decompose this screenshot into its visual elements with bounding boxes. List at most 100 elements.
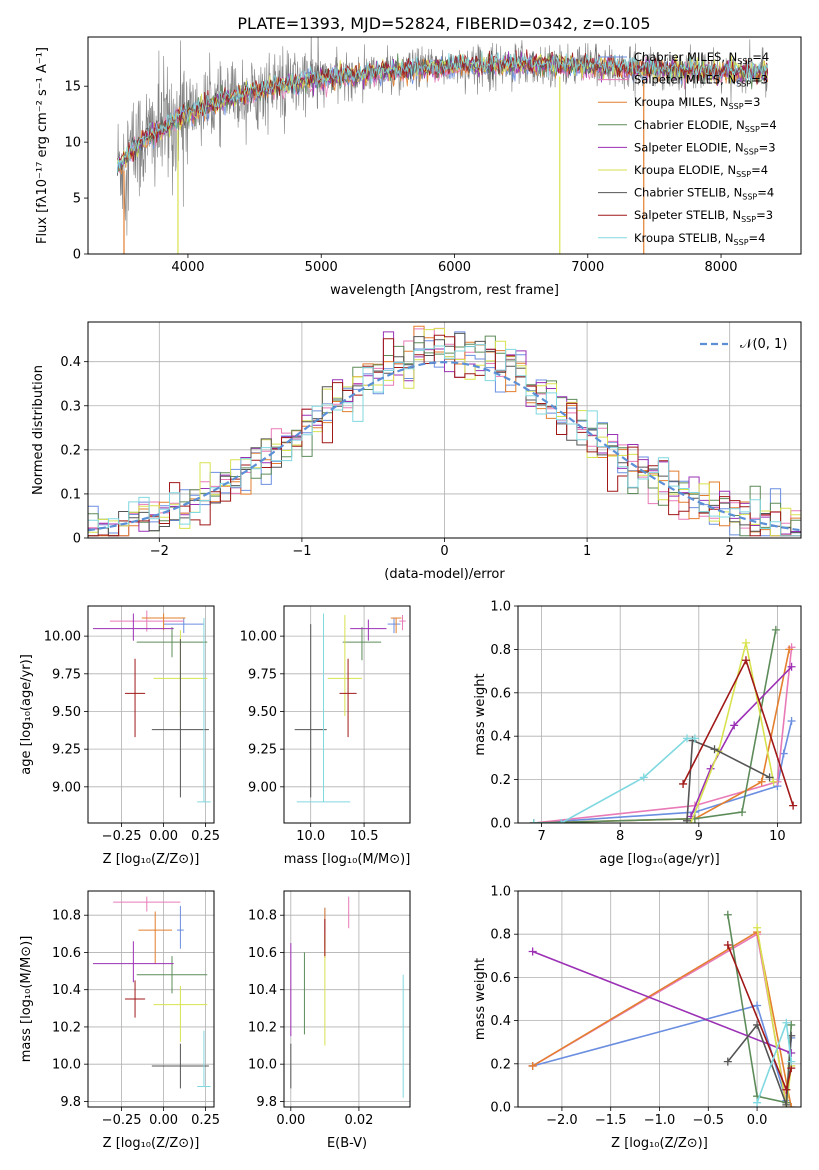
legend-label: Salpeter ELODIE, NSSP=3 (634, 140, 776, 156)
weight-marker (723, 910, 732, 919)
histogram-step (88, 344, 801, 537)
y-tick-label: 0.2 (490, 1057, 511, 1072)
legend-subscript: SSP (742, 193, 757, 202)
plot-area (116, 37, 769, 254)
y-tick-label: 9.50 (52, 705, 81, 720)
panel-age-vs-mass: 10.0 10.5 9.00 9.25 9.50 9.75 10.00 mass [log₁₀… (240, 605, 411, 867)
x-axis-label: mass [log₁₀(M/M⊙)] (284, 852, 411, 867)
x-tick-label: 0.00 (149, 1113, 178, 1128)
weight-marker (738, 808, 747, 817)
x-tick-label: −1.0 (644, 1113, 676, 1128)
legend-label: Kroupa ELODIE, NSSP=4 (634, 163, 768, 179)
legend-value: =4 (757, 186, 774, 200)
axes-frame (283, 605, 411, 824)
x-tick-label: 10.5 (350, 829, 379, 844)
y-tick-label: 10.0 (248, 1058, 277, 1073)
weight-marker (769, 777, 778, 786)
panel-age-vs-z: −0.25 0.00 0.25 9.00 9.25 9.50 9.75 10.00 Z [log… (19, 605, 220, 867)
x-tick-label: −0.25 (102, 1113, 142, 1128)
y-tick-label: 9.50 (248, 705, 277, 720)
weight-marker (782, 1018, 791, 1027)
y-axis-label: Normed distribution (31, 365, 46, 495)
axes-frame (87, 36, 802, 255)
normal-curve (88, 360, 801, 532)
y-tick-label: 10.8 (52, 909, 81, 924)
y-tick-label: 9.25 (248, 743, 277, 758)
histogram-step (88, 334, 801, 537)
weight-marker (785, 645, 794, 654)
x-axis-label: Z [log₁₀(Z/Z⊙)] (103, 852, 200, 867)
x-tick-label: 0.0 (747, 1113, 768, 1128)
x-tick-label: 6000 (438, 260, 471, 275)
x-tick-label: 7 (537, 829, 545, 844)
x-tick-label: −0.25 (102, 829, 142, 844)
x-tick-label: 7000 (571, 260, 604, 275)
y-tick-label: 0.3 (60, 399, 81, 414)
weight-line (690, 666, 793, 817)
weight-marker (753, 1098, 762, 1107)
x-tick-label: 1 (583, 544, 591, 559)
weight-marker (787, 1020, 796, 1029)
y-tick-label: 15 (64, 80, 81, 95)
panel-residuals: −2 −1 0 1 2 0 0.1 0.2 0.3 0.4 (data-model)/error No… (31, 321, 802, 582)
weight-line (533, 647, 793, 823)
y-tick-label: 0.8 (490, 928, 511, 943)
y-tick-label: 5 (73, 192, 81, 207)
y-tick-label: 0.8 (490, 643, 511, 658)
x-tick-label: −1 (292, 544, 311, 559)
y-tick-label: 9.75 (52, 667, 81, 682)
y-tick-label: 10.4 (52, 983, 81, 998)
weight-line (533, 629, 777, 823)
y-tick-label: 1.0 (490, 885, 511, 900)
y-tick-label: 0.2 (60, 443, 81, 458)
x-tick-label: 0.02 (344, 1113, 373, 1128)
weight-marker (771, 625, 780, 634)
legend-label: Salpeter STELIB, NSSP=3 (634, 208, 773, 224)
legend-label: Chabrier ELODIE, NSSP=4 (634, 118, 777, 134)
weight-line (727, 944, 792, 1093)
axes-frame (87, 605, 215, 824)
weight-line (690, 642, 775, 823)
axes-frame (87, 890, 215, 1108)
legend-subscript: SSP (737, 57, 752, 66)
y-tick-label: 0.4 (490, 730, 511, 745)
weight-marker (529, 819, 538, 823)
x-tick-label: 0 (440, 544, 448, 559)
legend: 𝒩(0, 1) (700, 337, 787, 352)
x-tick-label: 0.25 (191, 1113, 220, 1128)
y-tick-label: 1.0 (490, 600, 511, 615)
legend-subscript: SSP (736, 170, 751, 179)
weight-marker (782, 1100, 791, 1107)
legend-subscript: SSP (741, 215, 756, 224)
weight-marker (753, 923, 762, 932)
weight-marker (765, 773, 774, 782)
x-tick-label: 8000 (704, 260, 737, 275)
x-tick-label: 5000 (305, 260, 338, 275)
axes-frame (517, 890, 802, 1108)
y-tick-label: 0.4 (490, 1014, 511, 1029)
y-tick-label: 9.00 (248, 780, 277, 795)
x-tick-label: −2.0 (546, 1113, 578, 1128)
x-axis-label: E(B-V) (327, 1136, 367, 1151)
weight-marker (557, 819, 566, 823)
legend-subscript: SSP (734, 238, 749, 247)
y-axis-label: mass [log₁₀(M/M⊙)] (19, 936, 34, 1063)
weight-line (532, 950, 792, 1054)
legend-label: Kroupa STELIB, NSSP=4 (634, 231, 765, 247)
y-tick-label: 10 (64, 136, 81, 151)
y-axis-label: Flux [fλ10⁻¹⁷ erg cm⁻² s⁻¹ A⁻¹] (35, 47, 50, 244)
y-tick-label: 9.8 (256, 1095, 277, 1110)
x-tick-label: 0.00 (276, 1113, 305, 1128)
legend-value: =3 (759, 140, 776, 154)
y-axis-label: mass weight (473, 958, 488, 1040)
legend-value: =3 (751, 73, 768, 87)
axes-frame (87, 321, 802, 539)
plot-area (518, 606, 801, 823)
legend-value: =4 (751, 163, 768, 177)
y-tick-label: 10.6 (248, 946, 277, 961)
weight-marker (730, 721, 739, 730)
x-axis-label: Z [log₁₀(Z/Z⊙)] (611, 1136, 708, 1151)
legend-label: 𝒩(0, 1) (740, 337, 787, 352)
weight-marker (528, 1061, 537, 1070)
weight-marker (683, 816, 692, 823)
